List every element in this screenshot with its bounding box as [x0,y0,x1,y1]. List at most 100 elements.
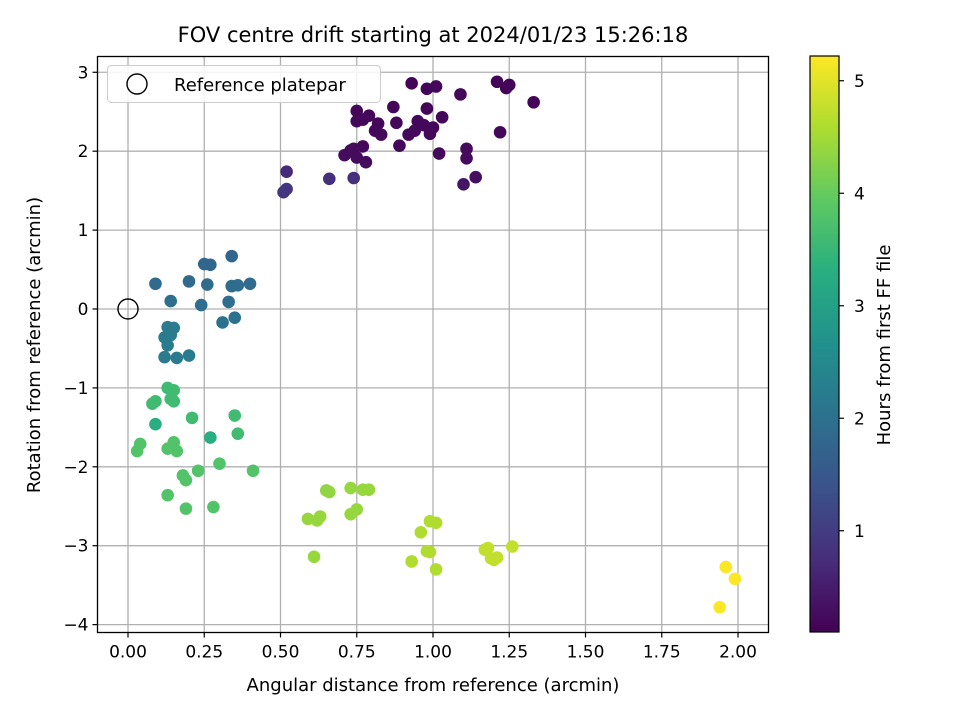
data-point [149,417,162,431]
data-point [414,525,428,539]
data-point [228,409,242,422]
data-point [493,125,507,139]
data-point [359,155,373,169]
colorbar-tick-label: 3 [854,297,865,317]
x-tick-label: 1.75 [643,643,681,663]
data-point [405,555,418,568]
grid-lines [97,56,769,633]
data-point [146,397,159,410]
data-point [527,95,540,109]
data-point [280,165,293,178]
x-tick-label: 0.00 [109,643,147,663]
data-point [323,172,336,186]
data-point [313,510,327,523]
data-point [231,427,245,440]
x-tick-label: 1.50 [567,643,605,663]
data-point [460,142,473,156]
x-tick-label: 0.25 [185,643,223,663]
data-point [719,560,733,574]
data-point [506,540,519,553]
x-tick-label: 1.25 [490,643,528,663]
data-point [185,411,199,425]
x-tick-label: 0.75 [338,643,376,663]
data-point [170,351,184,365]
data-point [423,127,437,141]
data-point [423,545,437,559]
data-point [130,444,144,458]
chart-title: FOV centre drift starting at 2024/01/23 … [178,23,689,47]
x-tick-label: 2.00 [719,643,757,663]
reference-marker [117,298,139,320]
y-tick-label: 0 [78,300,89,320]
data-point [213,457,226,470]
data-point [225,249,238,263]
data-point [228,311,242,324]
colorbar-tick-label: 4 [854,184,865,204]
data-point [457,178,470,191]
data-point [179,502,193,515]
data-point [713,600,726,614]
colorbar-tick-label: 2 [854,409,865,429]
data-point [182,275,196,288]
data-point [191,464,205,478]
data-point [231,279,245,292]
legend: Reference platepar [107,65,381,103]
data-point [182,349,196,362]
x-axis-ticks: 0.00 0.25 0.50 0.75 1.00 1.25 1.50 1.75 2.00 [109,632,757,663]
data-point [454,88,467,101]
data-point [481,541,495,555]
legend-marker-open-circle [126,73,148,95]
colorbar-tick-label: 1 [854,522,865,542]
y-tick-label: 2 [78,142,89,162]
data-point [408,124,422,137]
data-point [201,278,214,291]
colorbar-label: Hours from first FF file [874,245,895,446]
data-point [487,553,501,567]
data-point [344,507,357,521]
data-point [435,110,449,124]
data-point [429,563,443,576]
data-point [158,350,171,364]
x-tick-label: 0.50 [262,643,300,663]
data-point [429,80,443,93]
legend-label: Reference platepar [174,75,346,96]
data-point [323,485,336,499]
data-point [420,102,434,115]
reference-platepar-point [117,298,139,320]
data-point [164,328,177,342]
data-point [432,147,446,160]
data-point [356,113,370,126]
colorbar-tick-label: 5 [854,72,865,92]
data-point [390,116,403,130]
colorbar [809,55,840,633]
data-point [167,395,181,408]
y-tick-label: −3 [63,537,88,557]
data-point [490,75,504,89]
legend-box [107,65,381,103]
y-axis-ticks: −4 −3 −2 −1 0 1 2 3 [63,63,98,636]
y-tick-label: −4 [63,616,88,636]
data-point [728,572,742,586]
y-tick-label: 3 [78,63,89,83]
data-point [502,78,516,92]
data-point [246,464,260,478]
data-point [207,500,220,514]
y-tick-label: −1 [63,379,88,399]
data-point [393,139,406,152]
data-point [307,550,321,564]
x-tick-label: 1.00 [414,643,452,663]
data-point [469,170,483,184]
x-axis-label: Angular distance from reference (arcmin) [247,675,620,696]
data-points [130,75,742,614]
data-point [204,431,217,444]
data-point [347,171,361,185]
data-point [362,483,376,496]
data-point [429,516,443,530]
data-point [161,338,174,352]
data-point [204,258,217,272]
data-point [344,481,357,495]
data-point [460,151,473,165]
data-point [222,295,235,309]
data-point [170,444,184,458]
